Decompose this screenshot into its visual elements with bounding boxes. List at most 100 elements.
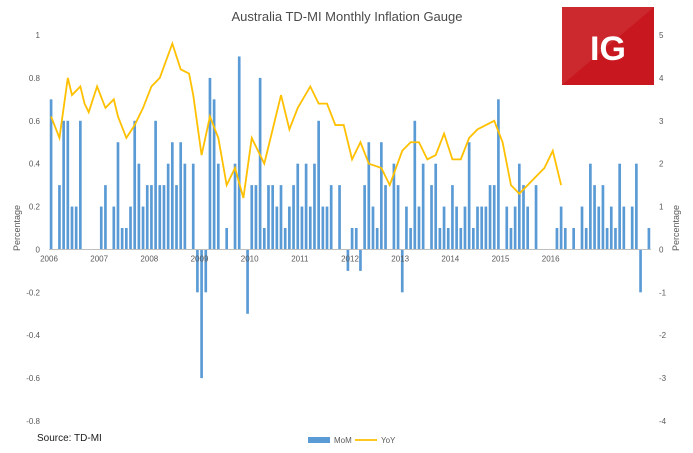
mom-bar	[204, 249, 208, 293]
left-axis-title: Percentage	[12, 205, 22, 251]
mom-bar	[455, 206, 458, 250]
mom-bar	[141, 206, 145, 250]
mom-bar	[438, 228, 442, 250]
mom-bar	[308, 206, 312, 250]
mom-bar	[300, 206, 304, 250]
mom-bar	[614, 228, 617, 250]
mom-bar	[283, 228, 287, 250]
mom-bar	[133, 120, 137, 250]
mom-bar	[66, 120, 70, 250]
mom-bar	[413, 120, 417, 250]
mom-bar	[62, 120, 65, 250]
mom-bar	[150, 185, 153, 250]
mom-bar	[79, 120, 82, 250]
ig-logo-shade	[562, 7, 654, 85]
mom-bar	[430, 185, 433, 250]
mom-bar	[325, 206, 329, 250]
mom-bar	[329, 185, 333, 250]
mom-bar	[125, 228, 128, 250]
mom-bar	[451, 185, 454, 250]
mom-bar	[216, 163, 220, 250]
mom-bar	[580, 206, 584, 250]
mom-bar	[635, 163, 638, 250]
mom-bar	[371, 206, 375, 250]
mom-bar	[467, 142, 471, 250]
mom-bar	[555, 228, 559, 250]
mom-bar	[488, 185, 492, 250]
mom-bar	[170, 142, 174, 250]
yoy-line	[50, 40, 562, 199]
mom-bar	[563, 228, 567, 250]
mom-bar	[208, 77, 212, 250]
mom-bar	[359, 249, 362, 271]
mom-bar	[74, 206, 78, 250]
right-tick-label: -1	[659, 288, 667, 297]
left-tick-label: 0	[36, 245, 41, 254]
left-tick-label: 1	[36, 31, 41, 40]
mom-bar	[476, 206, 479, 250]
mom-bar	[396, 185, 400, 250]
right-tick-label: 5	[659, 31, 664, 40]
mom-bar	[350, 228, 354, 250]
year-label: 2016	[542, 254, 560, 263]
year-label: 2007	[90, 254, 108, 263]
mom-bar	[480, 206, 484, 250]
mom-bar	[313, 163, 316, 250]
mom-bar	[384, 185, 387, 250]
left-tick-label: -0.2	[26, 288, 40, 297]
mom-bar	[354, 228, 358, 250]
mom-bar	[446, 228, 450, 250]
mom-bar	[463, 206, 467, 250]
mom-bar	[196, 249, 199, 293]
legend: MoM YoY	[308, 436, 396, 445]
year-label: 2010	[241, 254, 259, 263]
right-tick-label: -3	[659, 374, 667, 383]
mom-bar	[250, 185, 254, 250]
mom-bar	[237, 56, 241, 250]
mom-bar	[288, 206, 291, 250]
mom-bar	[338, 185, 341, 250]
mom-bar	[262, 228, 266, 250]
right-tick-label: 2	[659, 160, 664, 169]
mom-bar	[605, 228, 609, 250]
mom-bar	[104, 185, 107, 250]
mom-bar	[254, 185, 258, 250]
mom-bar	[405, 206, 408, 250]
mom-bar	[442, 206, 446, 250]
year-label: 2009	[191, 254, 209, 263]
mom-bar	[513, 206, 517, 250]
mom-bar	[363, 185, 366, 250]
x-axis-year-labels: 2006 2007 2008 2009 2010 2011 2012 2013 2014 2015…	[40, 254, 560, 263]
mom-bar	[392, 163, 396, 250]
mom-bar	[484, 206, 488, 250]
mom-bar	[380, 142, 383, 250]
mom-bar	[630, 206, 634, 250]
mom-bar	[421, 163, 425, 250]
mom-bar	[434, 163, 438, 250]
mom-bar	[129, 206, 132, 250]
mom-bar	[497, 99, 500, 250]
mom-bar	[175, 185, 178, 250]
mom-bar	[154, 120, 157, 250]
mom-bar	[321, 206, 325, 250]
year-label: 2011	[291, 254, 309, 263]
legend-label-mom: MoM	[334, 436, 352, 445]
mom-bar	[522, 185, 525, 250]
year-label: 2015	[492, 254, 510, 263]
ig-logo-text: IG	[590, 30, 626, 68]
mom-bar	[647, 228, 651, 250]
mom-bar	[58, 185, 61, 250]
mom-bar	[492, 185, 496, 250]
ig-logo: IG	[562, 7, 654, 85]
mom-bar	[517, 163, 521, 250]
right-axis-ticks: 5 4 3 2 1 0 -1 -2 -3 -4	[659, 31, 667, 426]
right-tick-label: -2	[659, 331, 667, 340]
mom-bar	[471, 228, 475, 250]
mom-bar	[99, 206, 103, 250]
mom-bar	[158, 185, 162, 250]
year-label: 2013	[391, 254, 409, 263]
mom-bar	[258, 77, 262, 250]
mom-bar	[618, 163, 621, 250]
left-tick-label: -0.8	[26, 417, 40, 426]
